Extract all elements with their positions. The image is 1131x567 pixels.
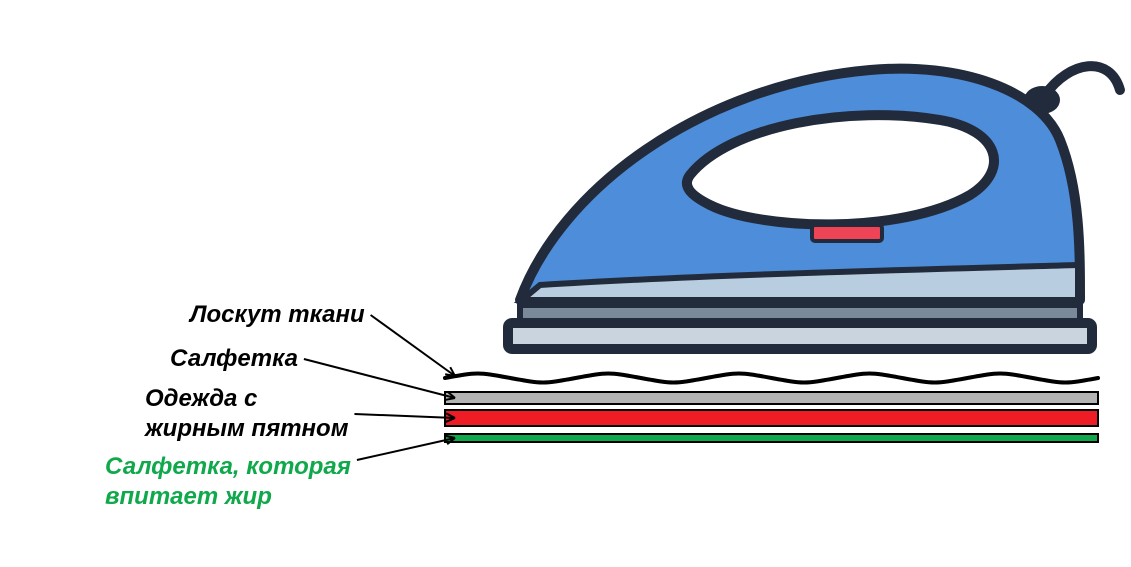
diagram-canvas: Лоскут ткани Салфетка Одежда с жирным пя… bbox=[0, 0, 1131, 567]
layer-napkin_top bbox=[445, 392, 1098, 404]
label-napkin-bottom: Салфетка, которая впитает жир bbox=[105, 452, 351, 512]
layers-group bbox=[445, 374, 1098, 443]
arrow-l1 bbox=[371, 315, 455, 376]
layer-cloth_scrap bbox=[445, 374, 1098, 383]
arrow-l4 bbox=[357, 436, 455, 460]
label-cloth-scrap: Лоскут ткани bbox=[190, 300, 365, 330]
arrow-l3 bbox=[354, 413, 455, 422]
iron-icon bbox=[508, 66, 1120, 349]
layer-napkin_bottom bbox=[445, 434, 1098, 442]
label-napkin-top: Салфетка bbox=[170, 344, 298, 374]
label-clothes-stain: Одежда с жирным пятном bbox=[145, 384, 348, 444]
layer-clothes bbox=[445, 410, 1098, 426]
